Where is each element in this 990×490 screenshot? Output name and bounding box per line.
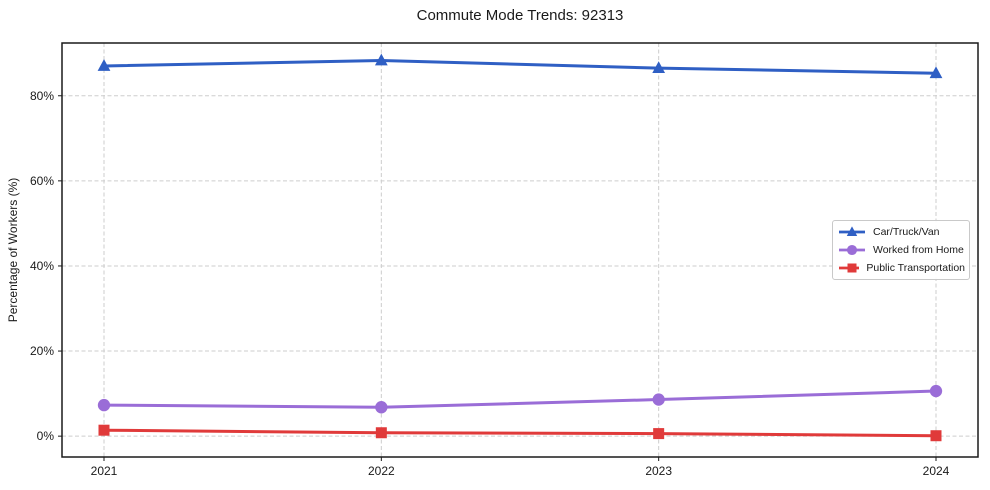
legend-item-worked-from-home: Worked from Home xyxy=(838,241,965,259)
legend-label: Car/Truck/Van xyxy=(873,226,940,238)
data-point-car-truck-van xyxy=(97,59,111,71)
legend-sample-marker xyxy=(846,244,858,256)
data-point-public-transportation xyxy=(98,424,110,436)
circle-legend-marker-icon xyxy=(839,244,865,256)
x-tick-label: 2021 xyxy=(91,464,118,478)
series-line-car-truck-van xyxy=(102,58,938,75)
data-point-public-transportation xyxy=(653,428,665,440)
legend-label: Worked from Home xyxy=(873,244,964,256)
plot-frame xyxy=(61,42,979,458)
x-tick-label: 2024 xyxy=(923,464,950,478)
y-tick-label: 80% xyxy=(30,89,54,103)
square-legend-marker-icon xyxy=(839,263,860,273)
data-point-car-truck-van xyxy=(929,66,943,79)
chart-title: Commute Mode Trends: 92313 xyxy=(416,7,624,24)
legend-sample-marker xyxy=(846,226,858,237)
y-tick-label: 40% xyxy=(30,259,54,273)
series-line-public-transportation xyxy=(102,428,938,438)
x-tick-label: 2022 xyxy=(368,464,395,478)
data-point-worked-from-home xyxy=(97,398,111,412)
y-tick-label: 0% xyxy=(37,429,55,443)
triangle-legend-marker-icon xyxy=(839,226,865,237)
y-tick-label: 60% xyxy=(30,174,54,188)
data-point-worked-from-home xyxy=(929,384,943,398)
data-point-worked-from-home xyxy=(375,401,388,414)
data-point-worked-from-home xyxy=(652,393,665,406)
series-line-worked-from-home xyxy=(102,389,938,409)
legend: Car/Truck/Van Worked from Home Public Tran… xyxy=(832,220,970,280)
y-tick-label: 20% xyxy=(30,344,54,358)
legend-sample-marker xyxy=(847,263,857,273)
data-point-car-truck-van xyxy=(374,53,388,66)
data-point-car-truck-van xyxy=(652,61,666,74)
data-point-public-transportation xyxy=(375,427,387,439)
legend-label: Public Transportation xyxy=(866,262,965,274)
legend-item-public-transportation: Public Transportation xyxy=(838,259,965,277)
x-tick-label: 2023 xyxy=(645,464,672,478)
legend-item-car-truck-van: Car/Truck/Van xyxy=(838,223,965,241)
data-point-public-transportation xyxy=(930,430,942,442)
